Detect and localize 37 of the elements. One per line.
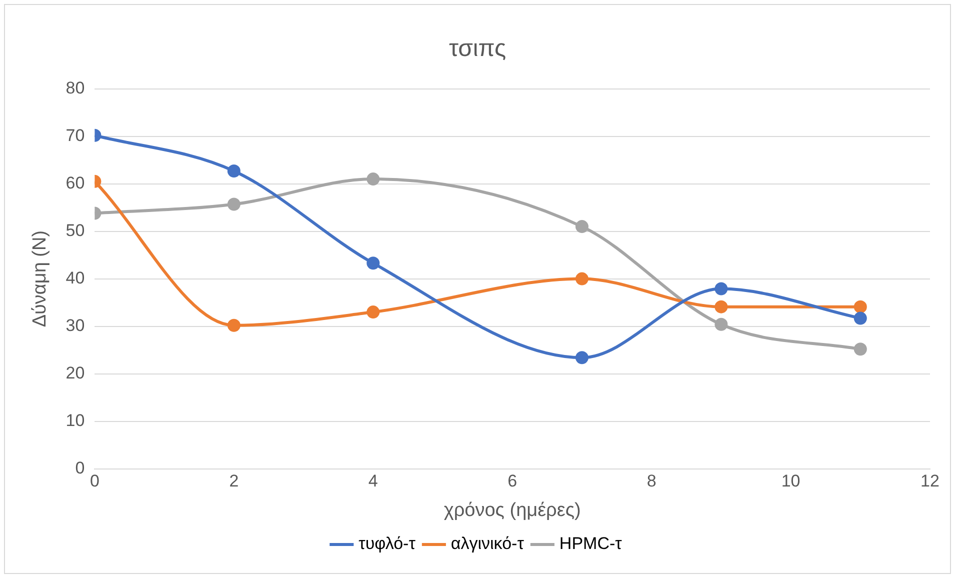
x-tick-label: 10: [781, 472, 800, 491]
x-tick-label: 12: [920, 472, 940, 491]
point: [366, 256, 380, 270]
point: [575, 351, 588, 364]
point: [366, 306, 380, 319]
y-tick-label: 50: [66, 220, 85, 240]
point: [714, 300, 728, 314]
y-tick-label: 10: [66, 410, 85, 430]
y-tick-label: 30: [66, 316, 85, 335]
y-tick-label: 0: [75, 458, 85, 478]
point: [714, 318, 728, 331]
point: [575, 220, 588, 234]
y-tick-label: 60: [66, 173, 85, 192]
point: [714, 282, 728, 296]
x-tick-label: 6: [508, 472, 518, 491]
y-tick-label: 70: [66, 126, 85, 145]
x-axis-title: χρόνος (ημέρες): [444, 500, 581, 521]
x-tick-label: 2: [229, 472, 239, 491]
x-tick-label: 8: [646, 472, 656, 491]
legend-label: HPMC-τ: [559, 534, 622, 554]
legend-label: αλγινικό-τ: [450, 534, 524, 554]
point: [227, 164, 240, 178]
point: [366, 172, 380, 186]
x-tick-label: 4: [368, 472, 378, 491]
point: [854, 312, 867, 325]
y-axis-title: Δύναμη (N): [30, 230, 51, 328]
point: [854, 300, 867, 314]
point: [227, 318, 240, 332]
point: [854, 342, 867, 356]
chart-title: τσιπς: [448, 35, 506, 62]
y-tick-label: 80: [66, 78, 85, 98]
point: [575, 272, 588, 286]
x-tick-label: 0: [90, 472, 100, 491]
point: [227, 198, 240, 211]
y-tick-label: 20: [66, 363, 85, 382]
y-tick-label: 40: [66, 268, 85, 288]
legend-label: τυφλό-τ: [358, 534, 416, 554]
